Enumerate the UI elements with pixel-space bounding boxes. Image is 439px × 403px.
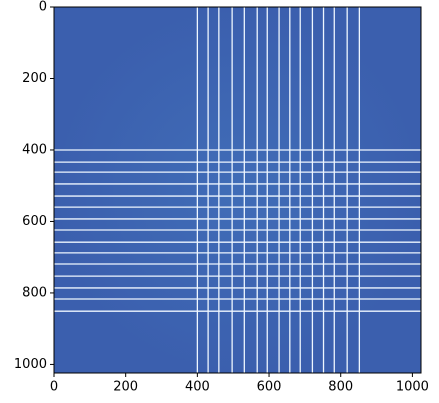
x-tick-label: 1000 (396, 380, 429, 395)
y-tick-label: 600 (22, 214, 47, 229)
y-tick-label: 400 (22, 142, 47, 157)
y-tick-label: 800 (22, 285, 47, 300)
x-tick-label: 600 (257, 380, 282, 395)
x-tick-label: 800 (328, 380, 353, 395)
x-tick-label: 400 (185, 380, 210, 395)
x-tick-label: 0 (50, 380, 58, 395)
y-tick-label: 200 (22, 71, 47, 86)
y-tick-label: 1000 (14, 357, 47, 372)
x-tick-label: 200 (113, 380, 138, 395)
y-tick-label: 0 (39, 0, 47, 15)
axes-frame (53, 6, 422, 374)
heatmap-texture (54, 7, 421, 373)
